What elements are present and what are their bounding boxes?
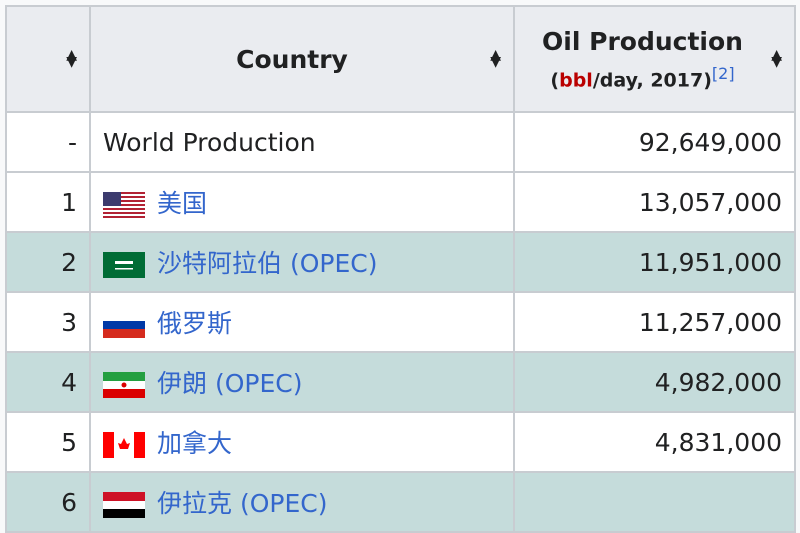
rank-cell: 6	[5, 471, 91, 533]
rank-cell: -	[5, 111, 91, 173]
country-header-label: Country	[236, 44, 348, 74]
country-link[interactable]: 伊拉克 (OPEC)	[157, 489, 328, 518]
country-cell: 伊朗 (OPEC)	[89, 351, 515, 413]
sort-icon[interactable]: ▲ ▼	[490, 47, 501, 70]
rank-cell: 2	[5, 231, 91, 293]
country-link[interactable]: 俄罗斯	[157, 309, 233, 338]
rank-cell: 1	[5, 171, 91, 233]
production-cell: 4,982,000	[513, 351, 796, 413]
country-header[interactable]: Country ▲ ▼	[89, 5, 515, 113]
table-row: 1 美国 13,057,000	[5, 171, 796, 233]
sort-icon[interactable]: ▲ ▼	[66, 47, 77, 70]
country-cell: 伊拉克 (OPEC)	[89, 471, 515, 533]
table-row: 6 伊拉克 (OPEC)	[5, 471, 796, 533]
rank-cell: 4	[5, 351, 91, 413]
production-cell	[513, 471, 796, 533]
sort-icon[interactable]: ▲ ▼	[771, 47, 782, 70]
table-row: 2 沙特阿拉伯 (OPEC) 11,951,000	[5, 231, 796, 293]
table-row: - World Production 92,649,000	[5, 111, 796, 173]
country-link[interactable]: 加拿大	[157, 429, 233, 458]
production-cell: 11,257,000	[513, 291, 796, 353]
production-header[interactable]: Oil Production (bbl/day, 2017)[2] ▲ ▼	[513, 5, 796, 113]
table-row: 3 俄罗斯 11,257,000	[5, 291, 796, 353]
rank-header[interactable]: ▲ ▼	[5, 5, 91, 113]
table-row: 4 伊朗 (OPEC) 4,982,000	[5, 351, 796, 413]
rank-cell: 3	[5, 291, 91, 353]
rank-cell: 5	[5, 411, 91, 473]
country-link[interactable]: 伊朗 (OPEC)	[157, 369, 303, 398]
flag-us-icon	[103, 192, 145, 218]
country-cell: 加拿大	[89, 411, 515, 473]
country-link[interactable]: 美国	[157, 189, 208, 218]
production-cell: 11,951,000	[513, 231, 796, 293]
country-link[interactable]: 沙特阿拉伯 (OPEC)	[157, 249, 378, 278]
flag-sa-icon	[103, 252, 145, 278]
flag-iq-icon	[103, 492, 145, 518]
flag-ru-icon	[103, 312, 145, 338]
country-cell: 沙特阿拉伯 (OPEC)	[89, 231, 515, 293]
production-cell: 4,831,000	[513, 411, 796, 473]
country-cell: 美国	[89, 171, 515, 233]
production-header-label: Oil Production	[542, 26, 743, 56]
flag-ca-icon	[103, 432, 145, 458]
country-cell: World Production	[89, 111, 515, 173]
table-row: 5 加拿大 4,831,000	[5, 411, 796, 473]
oil-production-table: ▲ ▼ Country ▲ ▼ Oil Production (bbl/day, 201…	[5, 5, 796, 533]
country-cell: 俄罗斯	[89, 291, 515, 353]
bbl-link[interactable]: bbl	[559, 69, 593, 92]
flag-ir-icon	[103, 372, 145, 398]
production-cell: 13,057,000	[513, 171, 796, 233]
production-cell: 92,649,000	[513, 111, 796, 173]
reference-link[interactable]: [2]	[711, 63, 735, 83]
oil-production-table-container: ▲ ▼ Country ▲ ▼ Oil Production (bbl/day, 201…	[5, 5, 796, 533]
country-name: World Production	[103, 127, 316, 157]
